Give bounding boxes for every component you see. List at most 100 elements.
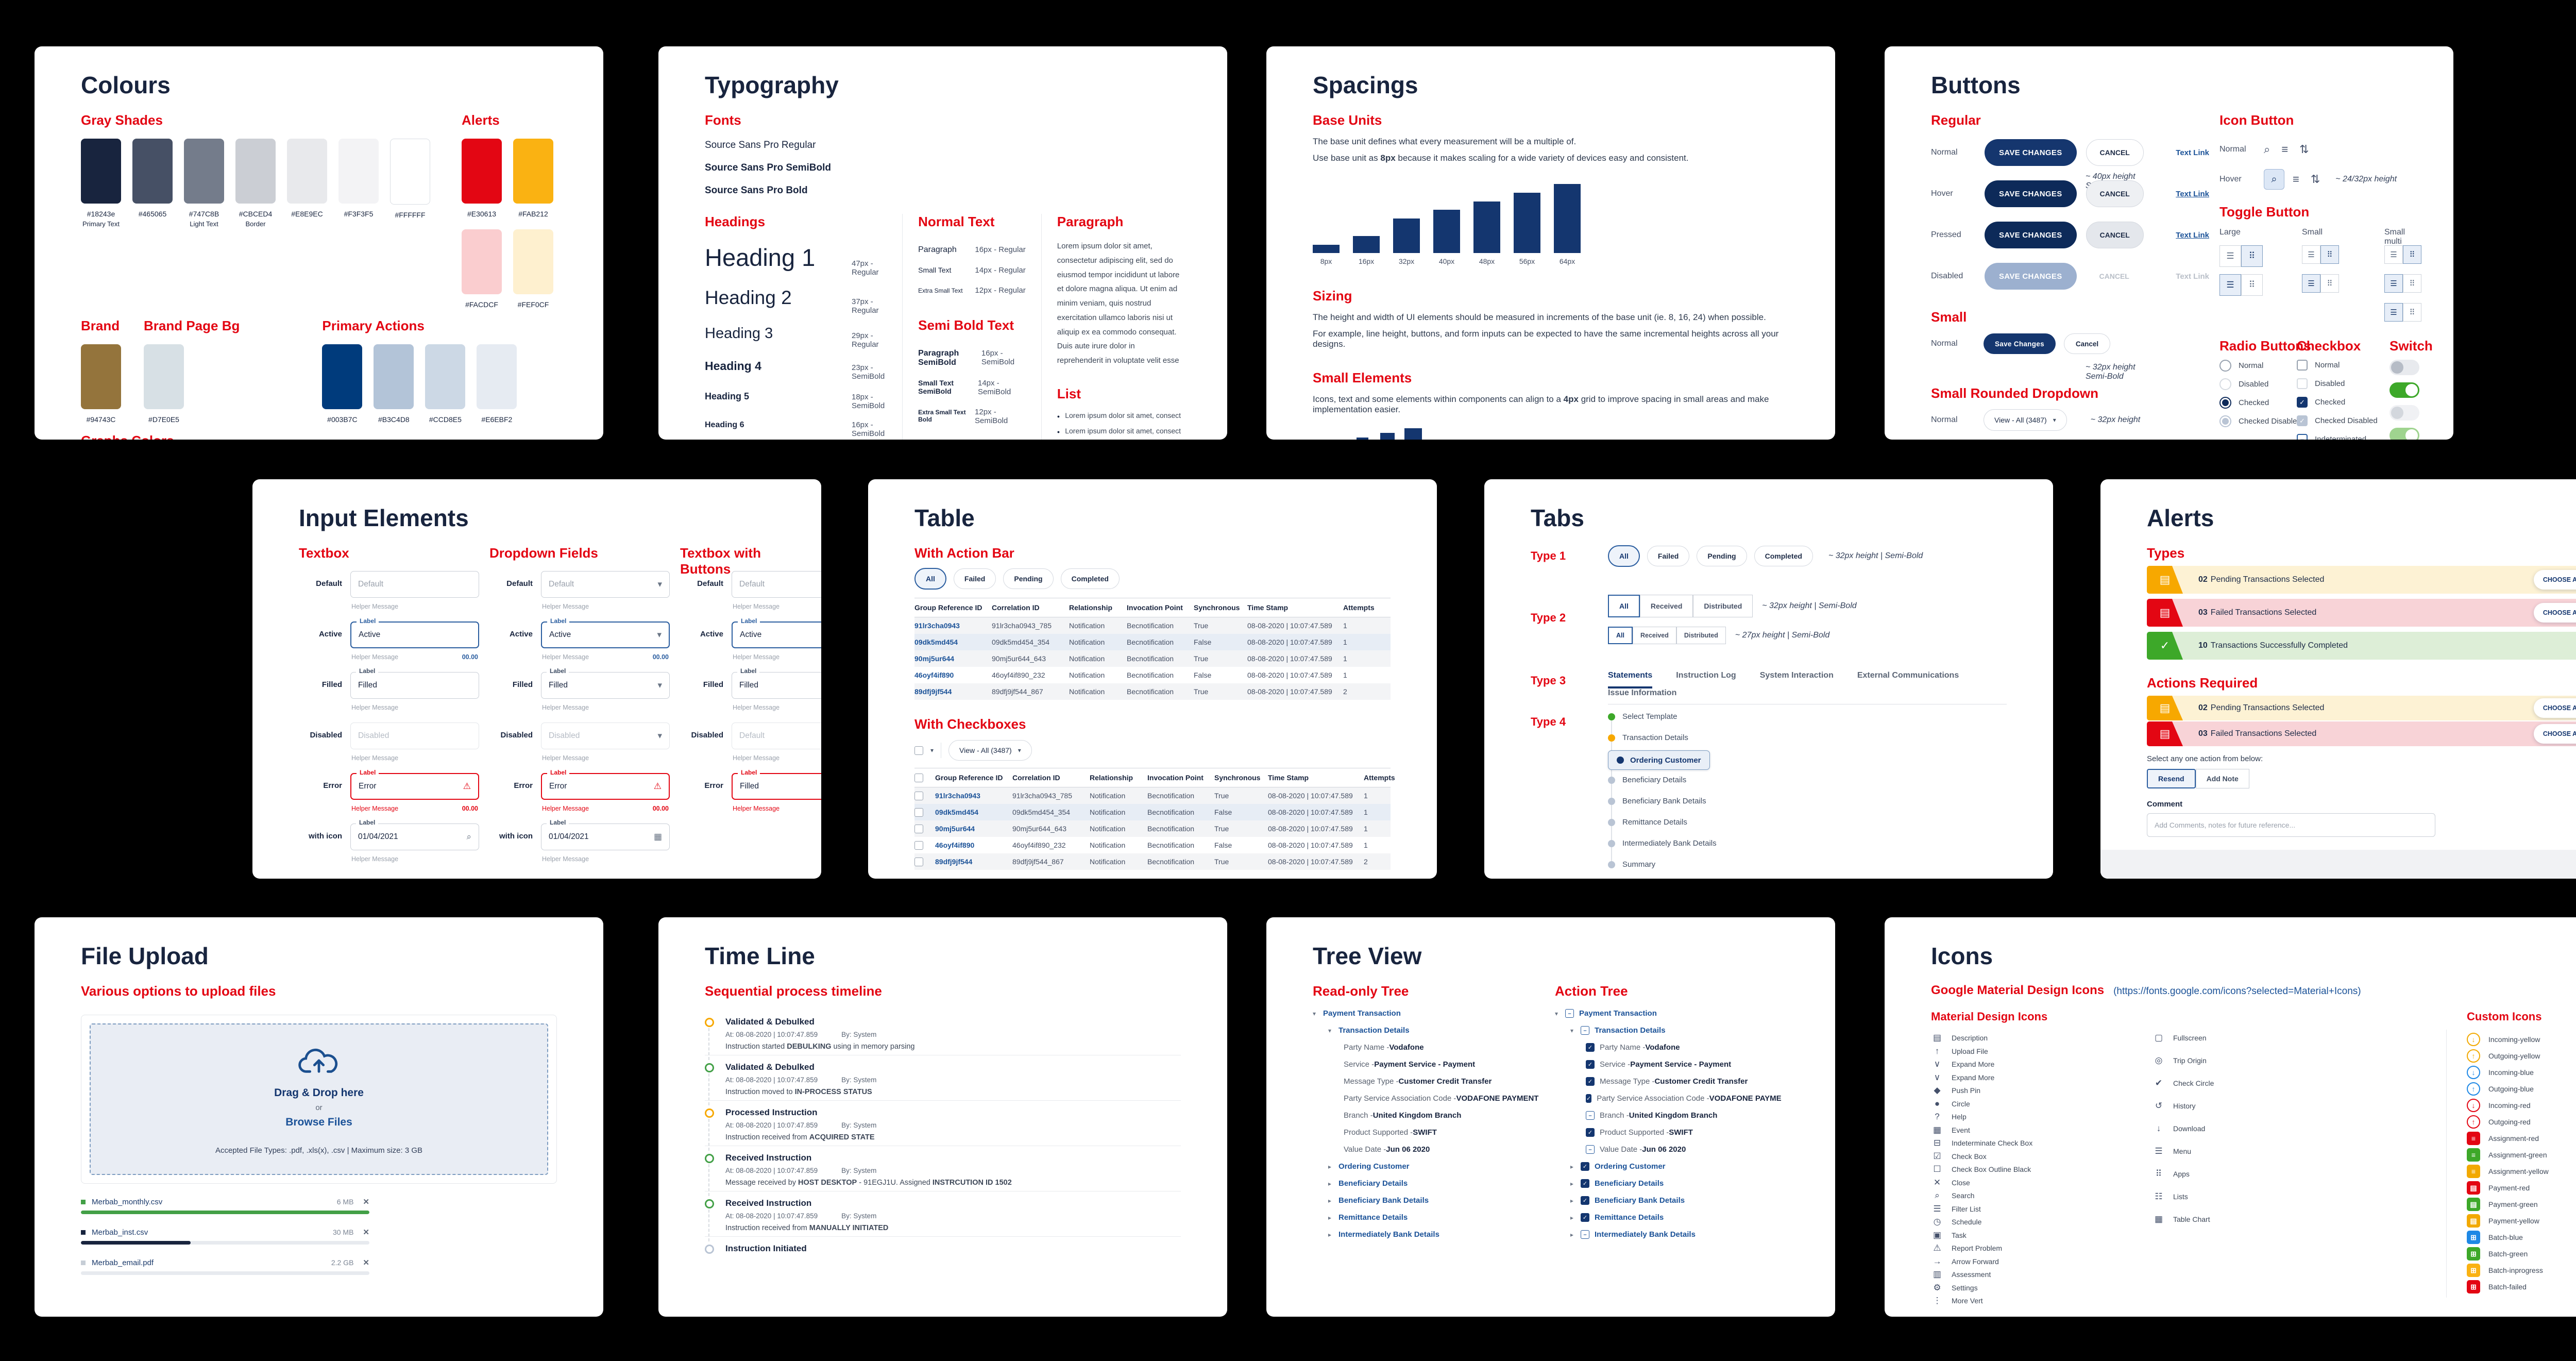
segment-received[interactable]: Received: [1632, 627, 1676, 644]
select-all-checkbox[interactable]: [914, 746, 923, 755]
select-all-checkbox[interactable]: [914, 773, 923, 782]
tab-pill-failed[interactable]: Failed: [1647, 546, 1690, 566]
input-field-text[interactable]: Label Active: [350, 617, 479, 648]
chevron-down-icon[interactable]: ▾: [1313, 1010, 1316, 1017]
input-field-dropdown[interactable]: Label Error ⚠: [541, 769, 670, 800]
tab-pill-all[interactable]: All: [1608, 545, 1640, 567]
small-rounded-dropdown[interactable]: View - All (3487) ▾: [1984, 409, 2067, 431]
chevron-down-icon[interactable]: ▾: [657, 579, 662, 589]
tree-node[interactable]: ▸ ✓ Beneficiary Bank Details: [1570, 1196, 1782, 1205]
input-field-text[interactable]: Default: [350, 571, 479, 598]
tree-node[interactable]: – Value Date - Jun 06 2020: [1586, 1145, 1782, 1154]
table-row[interactable]: 91lr3cha0943 91lr3cha0943_785 Notification…: [914, 617, 1391, 634]
text-link[interactable]: Text Link: [2176, 148, 2209, 157]
chevron-right-icon[interactable]: ▸: [1328, 1231, 1332, 1238]
input-field-buttons[interactable]: Label Filled: [732, 667, 821, 699]
row-checkbox[interactable]: [914, 824, 923, 833]
segment-received[interactable]: Received: [1639, 595, 1693, 617]
material-icons-link[interactable]: (https://fonts.google.com/icons?selected…: [2113, 986, 2361, 997]
remove-file-button[interactable]: ✕: [363, 1198, 369, 1206]
grid-view-toggle[interactable]: ⠿: [2320, 274, 2339, 293]
tab-pill-pending[interactable]: Pending: [1697, 546, 1747, 566]
search-icon[interactable]: ⌕: [2264, 143, 2270, 156]
chevron-right-icon[interactable]: ▸: [1570, 1180, 1574, 1187]
filter-icon[interactable]: ≡: [2281, 143, 2289, 156]
cancel-button[interactable]: CANCEL: [2086, 180, 2144, 207]
stepper-item[interactable]: Intermediately Bank Details: [1608, 839, 1717, 848]
checkbox-option[interactable]: Normal: [2297, 360, 2340, 371]
remove-file-button[interactable]: ✕: [363, 1258, 369, 1267]
tree-checkbox[interactable]: –: [1581, 1230, 1589, 1239]
tree-node[interactable]: ▸ – Intermediately Bank Details: [1570, 1230, 1782, 1239]
chevron-down-icon[interactable]: ▾: [657, 680, 662, 690]
radio-option[interactable]: Checked Disabled: [2219, 415, 2301, 427]
tab-issue-information[interactable]: Issue Information: [1608, 688, 1677, 697]
chevron-right-icon[interactable]: ▸: [1570, 1231, 1574, 1238]
text-link[interactable]: Text Link: [2176, 189, 2209, 198]
stepper-item[interactable]: Select Template: [1608, 712, 1677, 721]
chevron-down-icon[interactable]: ▾: [657, 731, 662, 741]
tree-checkbox[interactable]: –: [1565, 1009, 1574, 1018]
tree-checkbox[interactable]: ✓: [1581, 1196, 1589, 1205]
save-changes-button[interactable]: SAVE CHANGES: [1985, 222, 2077, 248]
tree-checkbox[interactable]: ✓: [1581, 1162, 1589, 1171]
tree-node[interactable]: ▸ ✓ Remittance Details: [1570, 1213, 1782, 1222]
search-icon-button[interactable]: ⌕: [2264, 169, 2284, 190]
filter-chip-pending[interactable]: Pending: [1003, 568, 1054, 589]
grid-view-toggle[interactable]: ⠿: [2241, 274, 2263, 296]
tree-node[interactable]: Value Date - Jun 06 2020: [1344, 1145, 1539, 1154]
checkbox-option[interactable]: ✓ Checked Disabled: [2297, 415, 2378, 426]
tree-node[interactable]: ▸ ✓ Ordering Customer: [1570, 1162, 1782, 1171]
tree-node[interactable]: Party Name - Vodafone: [1344, 1043, 1539, 1052]
table-row[interactable]: 09dk5md454 09dk5md454_354 Notification Becn…: [914, 634, 1391, 650]
input-field-dropdown[interactable]: Label 01/04/2021 ▦: [541, 819, 670, 850]
table-row[interactable]: 91lr3cha0943 91lr3cha0943_785 Notification…: [914, 787, 1391, 804]
list-view-toggle[interactable]: ☰: [2219, 274, 2241, 296]
input-field-buttons[interactable]: Label Active: [732, 617, 821, 648]
chevron-down-icon[interactable]: ▾: [1570, 1027, 1574, 1034]
cancel-button[interactable]: CANCEL: [2086, 222, 2144, 248]
table-row[interactable]: 46oyf4if890 46oyf4if890_232 Notification Be…: [914, 837, 1391, 853]
tab-system-interaction[interactable]: System Interaction: [1759, 671, 1834, 680]
comment-input[interactable]: Add Comments, notes for future reference…: [2147, 813, 2435, 837]
chevron-down-icon[interactable]: ▾: [930, 747, 934, 754]
tree-node[interactable]: ▸ Beneficiary Bank Details: [1328, 1196, 1539, 1205]
checkbox-option[interactable]: ✓ Checked: [2297, 397, 2345, 408]
chevron-right-icon[interactable]: ▸: [1328, 1197, 1332, 1204]
grid-view-toggle[interactable]: ⠿: [2241, 245, 2263, 267]
chevron-down-icon[interactable]: ▾: [1328, 1027, 1332, 1034]
save-changes-button[interactable]: SAVE CHANGES: [1985, 139, 2077, 166]
list-view-toggle[interactable]: ☰: [2384, 274, 2403, 293]
tree-node[interactable]: ✓ Message Type - Customer Credit Transfer: [1586, 1077, 1782, 1086]
table-row[interactable]: 90mj5ur644 90mj5ur644_643 Notification Becn…: [914, 820, 1391, 837]
tab-instruction-log[interactable]: Instruction Log: [1676, 671, 1736, 680]
table-row[interactable]: 89dfj9jf544 89dfj9jf544_867 Notification Be…: [914, 683, 1391, 700]
tree-checkbox[interactable]: ✓: [1586, 1094, 1592, 1103]
input-field-buttons[interactable]: Label Filled: [732, 769, 821, 800]
radio-option[interactable]: Disabled: [2219, 378, 2268, 390]
filter-chip-all[interactable]: All: [914, 568, 946, 590]
chevron-right-icon[interactable]: ▸: [1328, 1180, 1332, 1187]
radio-option[interactable]: Checked: [2219, 397, 2269, 409]
tree-node[interactable]: ▸ Intermediately Bank Details: [1328, 1230, 1539, 1239]
stepper-item[interactable]: Summary: [1608, 860, 1655, 869]
choose-action-button[interactable]: CHOOSE ACTION▾: [2533, 698, 2576, 718]
filter-chip-completed[interactable]: Completed: [1060, 568, 1120, 589]
tree-checkbox[interactable]: ✓: [1586, 1128, 1595, 1137]
input-field-text[interactable]: Label Filled: [350, 667, 479, 699]
tree-node[interactable]: – Branch - United Kingdom Branch: [1586, 1111, 1782, 1120]
segment-all[interactable]: All: [1608, 595, 1640, 617]
tree-node[interactable]: Service - Payment Service - Payment: [1344, 1060, 1539, 1069]
tree-checkbox[interactable]: ✓: [1586, 1043, 1595, 1052]
chevron-right-icon[interactable]: ▸: [1570, 1197, 1574, 1204]
action-button-resend[interactable]: Resend: [2147, 769, 2196, 788]
list-view-toggle[interactable]: ☰: [2384, 245, 2403, 264]
tree-node[interactable]: ▾ – Payment Transaction: [1555, 1009, 1782, 1018]
stepper-item[interactable]: Transaction Details: [1608, 733, 1688, 742]
input-field-dropdown[interactable]: Label Active ▾: [541, 617, 670, 648]
tree-checkbox[interactable]: ✓: [1586, 1077, 1595, 1086]
tab-statements[interactable]: Statements: [1608, 671, 1653, 688]
cancel-small-button[interactable]: Cancel: [2063, 333, 2111, 354]
segment-all[interactable]: All: [1608, 627, 1633, 644]
save-changes-small-button[interactable]: Save Changes: [1984, 333, 2056, 354]
